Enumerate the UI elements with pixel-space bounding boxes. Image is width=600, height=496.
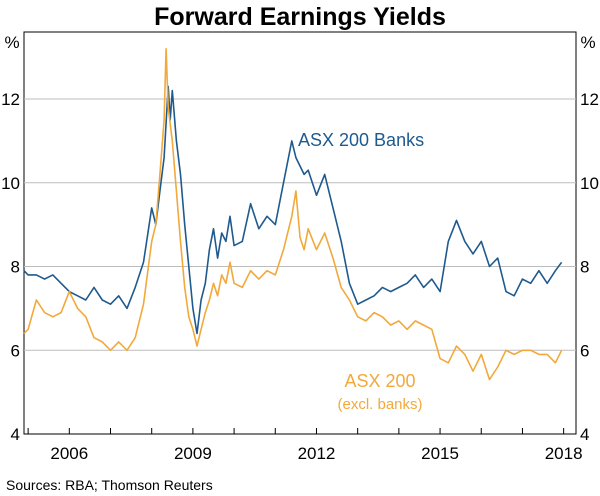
- series-line-asx200-excl-banks: [23, 47, 563, 381]
- series-lines: [23, 47, 563, 381]
- plot-border: [23, 31, 577, 435]
- series-sublabel-asx200: (excl. banks): [337, 396, 422, 413]
- series-line-asx200-banks: [23, 85, 563, 335]
- y-tick-label-left: 12: [1, 90, 20, 109]
- y-axis-left: 4 6 8 10 12: [1, 90, 20, 444]
- y-tick-label-right: 10: [580, 174, 599, 193]
- y-tick-label-left: 8: [11, 258, 20, 277]
- y-tick-label-left: 4: [11, 425, 20, 444]
- x-tick-label: 2015: [421, 444, 459, 463]
- x-axis: 2006 2009 2012 2015 2018: [27, 428, 583, 463]
- chart-title: Forward Earnings Yields: [154, 3, 446, 31]
- y-tick-label-left: 6: [11, 341, 20, 360]
- x-tick-label: 2009: [174, 444, 212, 463]
- y-tick-label-right: 4: [580, 425, 589, 444]
- gridlines: [24, 98, 576, 351]
- series-label-asx200: ASX 200: [344, 371, 415, 391]
- y-unit-right: %: [580, 33, 595, 52]
- y-unit-left: %: [4, 33, 19, 52]
- x-tick-label: 2018: [545, 444, 583, 463]
- series-label-banks: ASX 200 Banks: [298, 130, 424, 150]
- source-note: Sources: RBA; Thomson Reuters: [6, 477, 213, 493]
- y-axis-right: 4 6 8 10 12: [580, 90, 599, 444]
- y-tick-label-right: 6: [580, 341, 589, 360]
- y-tick-label-right: 12: [580, 90, 599, 109]
- x-tick-label: 2012: [298, 444, 336, 463]
- plot-frame: [23, 31, 577, 435]
- y-tick-label-right: 8: [580, 258, 589, 277]
- x-tick-label: 2006: [50, 444, 88, 463]
- y-tick-label-left: 10: [1, 174, 20, 193]
